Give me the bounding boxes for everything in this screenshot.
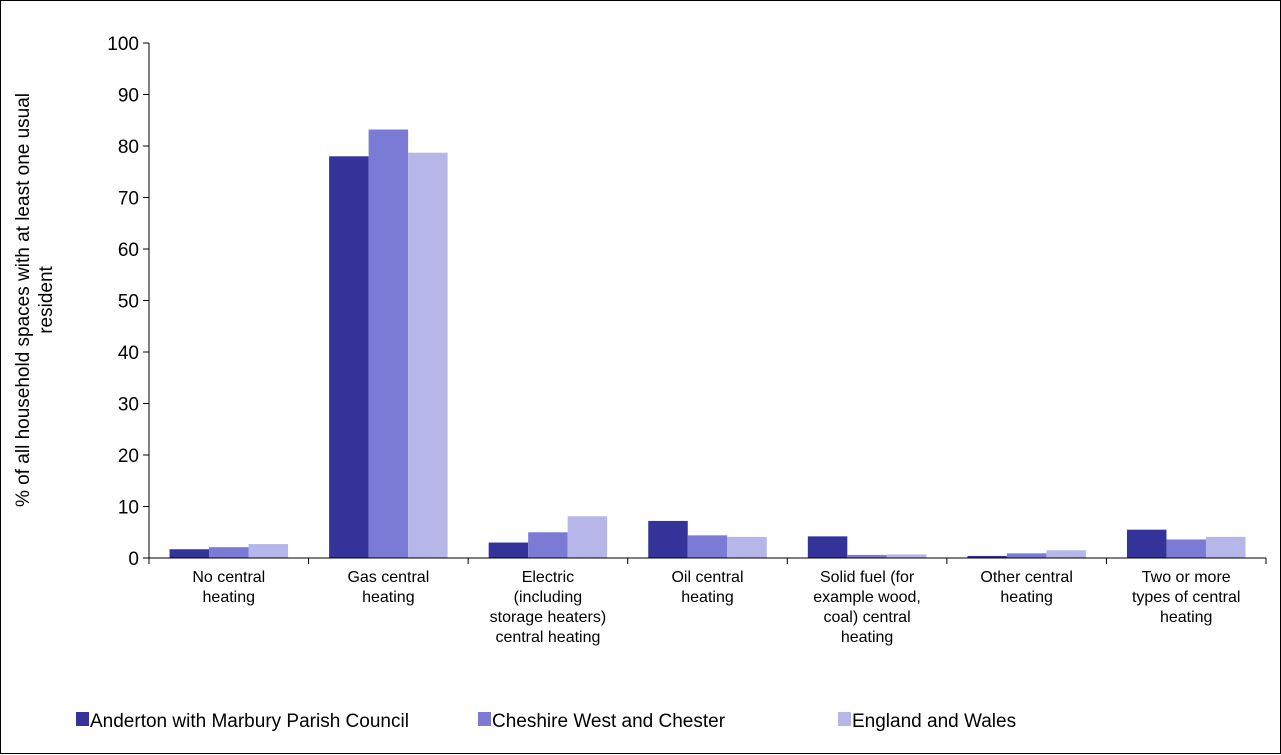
bar-series-2-category-1 (408, 152, 448, 558)
bar-series-1-category-6 (1166, 539, 1206, 558)
x-category-label-0: No central heating (192, 569, 265, 606)
y-axis-title: % of all household spaces with at least … (13, 93, 57, 507)
bar-series-2-category-3 (727, 536, 767, 558)
y-tick-label-70: 70 (118, 189, 139, 210)
x-category-label-6: Two or more types of central heating (1132, 569, 1241, 626)
bar-series-0-category-6 (1126, 529, 1167, 558)
bar-series-1-category-4 (847, 554, 887, 558)
y-tick-label-80: 80 (118, 137, 139, 158)
legend-label-2: England and Wales (852, 711, 1016, 732)
bar-series-0-category-2 (488, 542, 529, 558)
bar-series-0-category-0 (169, 549, 210, 558)
bar-series-0-category-5 (967, 555, 1007, 558)
y-tick-label-0: 0 (128, 549, 139, 570)
y-tick-label-40: 40 (118, 343, 139, 364)
x-category-label-5: Other central heating (980, 569, 1072, 606)
bar-series-1-category-3 (687, 535, 728, 558)
x-category-label-1: Gas central heating (347, 569, 429, 606)
bar-series-1-category-0 (209, 547, 249, 558)
legend-label-1: Cheshire West and Chester (492, 711, 726, 732)
bar-series-2-category-0 (248, 544, 289, 558)
bar-series-1-category-1 (368, 129, 409, 558)
legend-swatch-2 (838, 712, 851, 726)
y-tick-label-90: 90 (118, 86, 139, 107)
bar-series-2-category-4 (886, 554, 927, 558)
legend-swatch-0 (76, 712, 89, 726)
x-category-label-2: Electric (including storage heaters) centra… (490, 569, 607, 646)
bar-series-2-category-2 (567, 516, 608, 558)
y-tick-label-50: 50 (118, 292, 139, 313)
y-tick-label-100: 100 (107, 34, 139, 55)
bar-series-0-category-1 (329, 156, 369, 559)
legend-swatch-1 (478, 712, 491, 726)
bar-series-0-category-4 (807, 536, 848, 558)
y-tick-label-30: 30 (118, 395, 139, 416)
y-tick-label-10: 10 (118, 498, 139, 519)
bar-series-1-category-5 (1006, 553, 1047, 558)
bar-series-0-category-3 (648, 520, 688, 558)
x-category-label-4: Solid fuel (for example wood, coal) centra… (813, 569, 921, 646)
bar-series-1-category-2 (528, 532, 568, 558)
bar-series-2-category-5 (1046, 550, 1086, 558)
y-tick-label-20: 20 (118, 446, 139, 467)
bar-series-2-category-6 (1205, 536, 1246, 558)
legend-label-0: Anderton with Marbury Parish Council (90, 711, 409, 732)
y-tick-label-60: 60 (118, 240, 139, 261)
x-category-label-3: Oil central heating (671, 569, 743, 606)
